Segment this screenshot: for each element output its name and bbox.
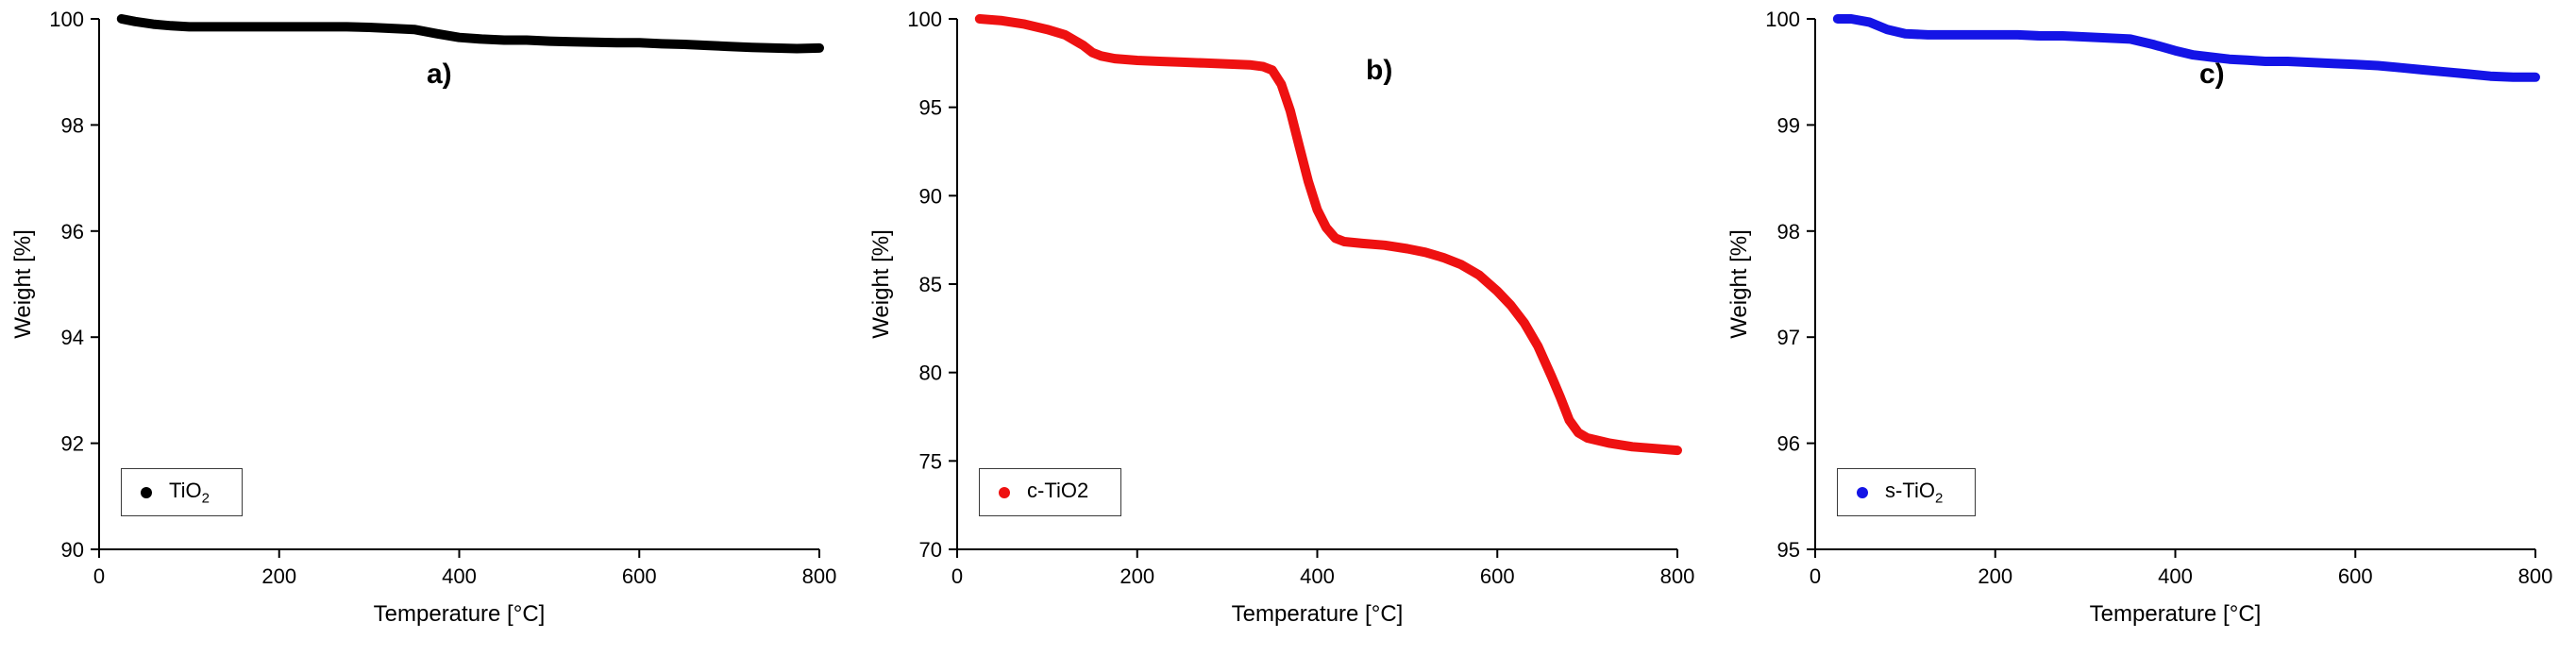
chart-panel-a: 0 200 400 600 800 90 92 94 96 98 100 Temperature [°… <box>0 0 858 656</box>
chart-panel-c: 0 200 400 600 800 95 96 97 98 99 100 Temperature [°… <box>1716 0 2574 656</box>
legend-box-a: TiO2 <box>121 468 243 517</box>
svg-text:Temperature [°C]: Temperature [°C] <box>1232 601 1404 627</box>
svg-text:Weight [%]: Weight [%] <box>10 229 36 339</box>
svg-text:600: 600 <box>2338 564 2373 588</box>
svg-text:90: 90 <box>919 184 942 208</box>
svg-text:99: 99 <box>1777 113 1800 137</box>
svg-text:0: 0 <box>1810 564 1821 588</box>
legend-marker-dot <box>1857 486 1868 498</box>
tga-plot-s-tio2: 0 200 400 600 800 95 96 97 98 99 100 Temperature [°… <box>1726 8 2553 627</box>
svg-text:Temperature [°C]: Temperature [°C] <box>374 601 546 627</box>
svg-text:400: 400 <box>1300 564 1335 588</box>
legend-label: c-TiO2 <box>1027 479 1088 506</box>
svg-text:70: 70 <box>919 538 942 562</box>
svg-text:400: 400 <box>2158 564 2193 588</box>
svg-text:Weight [%]: Weight [%] <box>868 229 894 339</box>
svg-text:800: 800 <box>1660 564 1695 588</box>
svg-text:94: 94 <box>61 326 84 349</box>
svg-text:98: 98 <box>1777 220 1800 244</box>
svg-text:200: 200 <box>1120 564 1154 588</box>
legend-label-main: c-TiO2 <box>1027 479 1089 502</box>
legend-marker-dot <box>141 486 152 498</box>
svg-text:95: 95 <box>1777 538 1800 562</box>
svg-text:92: 92 <box>61 432 84 456</box>
svg-text:0: 0 <box>93 564 105 588</box>
svg-text:800: 800 <box>802 564 837 588</box>
panel-label-a: a) <box>427 59 452 90</box>
svg-text:80: 80 <box>919 362 942 385</box>
svg-text:90: 90 <box>61 538 84 562</box>
svg-text:96: 96 <box>1777 432 1800 456</box>
panel-label-b: b) <box>1366 55 1393 86</box>
svg-text:200: 200 <box>261 564 296 588</box>
legend-label-main: s-TiO <box>1885 479 1935 502</box>
svg-text:98: 98 <box>61 113 84 137</box>
svg-text:600: 600 <box>1480 564 1515 588</box>
svg-text:95: 95 <box>919 96 942 120</box>
svg-text:400: 400 <box>442 564 477 588</box>
svg-text:Weight [%]: Weight [%] <box>1726 229 1752 339</box>
svg-text:800: 800 <box>2518 564 2553 588</box>
svg-text:85: 85 <box>919 273 942 296</box>
tga-plot-tio2: 0 200 400 600 800 90 92 94 96 98 100 Temperature [°… <box>10 8 837 627</box>
legend-box-c: s-TiO2 <box>1837 468 1977 517</box>
legend-marker-dot <box>999 486 1010 498</box>
svg-text:75: 75 <box>919 449 942 473</box>
legend-box-b: c-TiO2 <box>979 468 1122 517</box>
svg-text:0: 0 <box>951 564 963 588</box>
panel-label-c: c) <box>2199 59 2225 90</box>
legend-label: TiO2 <box>169 479 210 506</box>
svg-text:200: 200 <box>1978 564 2012 588</box>
chart-panel-b: 0 200 400 600 800 70 75 80 85 90 95 100 Temperature … <box>858 0 1716 656</box>
legend-label: s-TiO2 <box>1885 479 1943 506</box>
svg-text:100: 100 <box>907 8 942 31</box>
svg-text:97: 97 <box>1777 326 1800 349</box>
legend-label-subscript: 2 <box>1934 490 1944 507</box>
svg-text:100: 100 <box>1765 8 1800 31</box>
legend-label-subscript: 2 <box>201 490 210 507</box>
svg-text:600: 600 <box>622 564 657 588</box>
svg-text:Temperature [°C]: Temperature [°C] <box>2090 601 2262 627</box>
svg-text:96: 96 <box>61 220 84 244</box>
legend-label-main: TiO <box>169 479 202 502</box>
svg-text:100: 100 <box>49 8 84 31</box>
tga-plot-c-tio2: 0 200 400 600 800 70 75 80 85 90 95 100 Temperature … <box>868 8 1695 627</box>
